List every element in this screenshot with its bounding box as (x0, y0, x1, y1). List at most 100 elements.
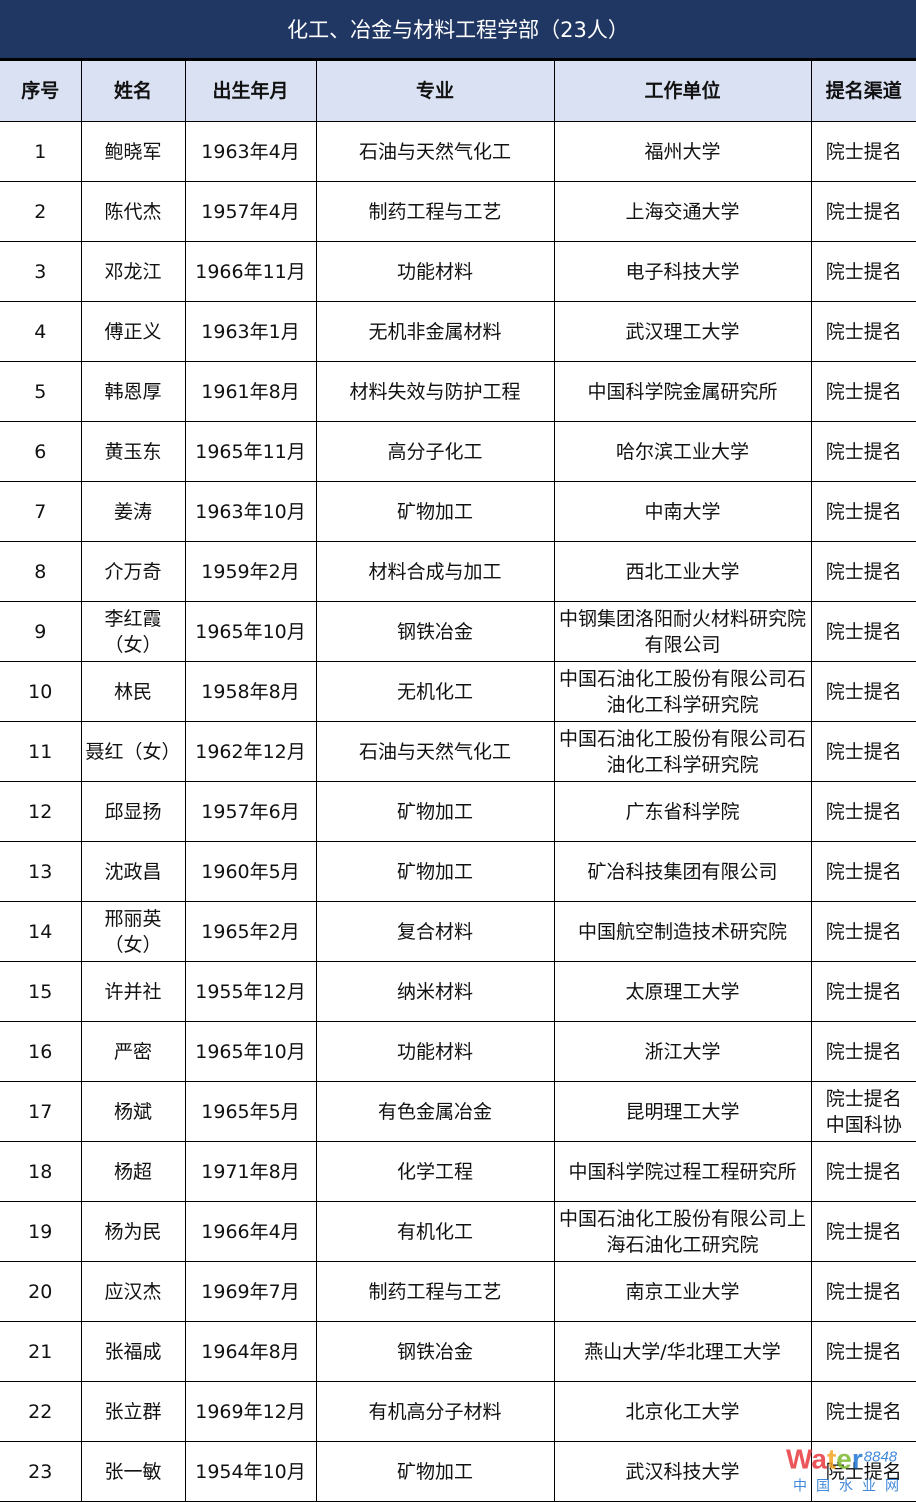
col-name-cell: 邱显扬 (80, 781, 186, 842)
col-birth-cell: 1961年8月 (184, 361, 317, 422)
col-name-cell: 杨超 (80, 1141, 186, 1202)
col-employer-cell: 矿冶科技集团有限公司 (553, 841, 812, 902)
col-major-cell: 有机化工 (315, 1201, 555, 1262)
table-row: 16 严密 1965年10月 功能材料 浙江大学 院士提名 (0, 1021, 916, 1082)
col-birth-cell: 1966年11月 (184, 241, 317, 302)
col-index-cell: 17 (0, 1081, 82, 1142)
col-employer-cell: 中国石油化工股份有限公司石油化工科学研究院 (553, 661, 812, 722)
col-name-cell: 林民 (80, 661, 186, 722)
col-employer-cell: 电子科技大学 (553, 241, 812, 302)
col-employer-cell: 昆明理工大学 (553, 1081, 812, 1142)
table-row: 18 杨超 1971年8月 化学工程 中国科学院过程工程研究所 院士提名 (0, 1141, 916, 1202)
col-index-cell: 9 (0, 601, 82, 662)
col-channel-cell: 院士提名 (810, 1261, 916, 1322)
col-name-cell: 鲍晓军 (80, 121, 186, 182)
col-birth-cell: 1963年10月 (184, 481, 317, 542)
col-index-cell: 13 (0, 841, 82, 902)
col-major-cell: 功能材料 (315, 1021, 555, 1082)
col-birth-cell: 1964年8月 (184, 1321, 317, 1382)
table-row: 7 姜涛 1963年10月 矿物加工 中南大学 院士提名 (0, 481, 916, 542)
col-name-cell: 张一敏 (80, 1441, 186, 1502)
col-birth-cell: 1957年4月 (184, 181, 317, 242)
header-row: 序号 姓名 出生年月 专业 工作单位 提名渠道 (0, 60, 916, 122)
col-name-cell: 黄玉东 (80, 421, 186, 482)
col-employer-cell: 中南大学 (553, 481, 812, 542)
col-employer-cell: 武汉科技大学 (553, 1441, 812, 1502)
table-row: 13 沈政昌 1960年5月 矿物加工 矿冶科技集团有限公司 院士提名 (0, 841, 916, 902)
col-employer-cell: 福州大学 (553, 121, 812, 182)
col-birth-cell: 1963年4月 (184, 121, 317, 182)
col-name-cell: 严密 (80, 1021, 186, 1082)
col-major-cell: 材料失效与防护工程 (315, 361, 555, 422)
col-index-cell: 8 (0, 541, 82, 602)
col-channel-cell: 院士提名 (810, 961, 916, 1022)
table-row: 11 聂红（女） 1962年12月 石油与天然气化工 中国石油化工股份有限公司石油化工科… (0, 721, 916, 782)
table-row: 6 黄玉东 1965年11月 高分子化工 哈尔滨工业大学 院士提名 (0, 421, 916, 482)
header-col-index: 序号 (0, 60, 82, 122)
col-employer-cell: 中国石油化工股份有限公司石油化工科学研究院 (553, 721, 812, 782)
col-channel-cell: 院士提名 (810, 661, 916, 722)
header-col-channel: 提名渠道 (810, 60, 916, 122)
col-birth-cell: 1962年12月 (184, 721, 317, 782)
col-employer-cell: 广东省科学院 (553, 781, 812, 842)
table-row: 20 应汉杰 1969年7月 制药工程与工艺 南京工业大学 院士提名 (0, 1261, 916, 1322)
col-birth-cell: 1965年10月 (184, 601, 317, 662)
col-name-cell: 张福成 (80, 1321, 186, 1382)
col-major-cell: 材料合成与加工 (315, 541, 555, 602)
col-name-cell: 许并社 (80, 961, 186, 1022)
header-col-name: 姓名 (80, 60, 186, 122)
col-index-cell: 3 (0, 241, 82, 302)
col-name-cell: 傅正义 (80, 301, 186, 362)
table-row: 4 傅正义 1963年1月 无机非金属材料 武汉理工大学 院士提名 (0, 301, 916, 362)
table-row: 10 林民 1958年8月 无机化工 中国石油化工股份有限公司石油化工科学研究院 院士提名 (0, 661, 916, 722)
col-channel-cell: 院士提名 (810, 1201, 916, 1262)
col-major-cell: 纳米材料 (315, 961, 555, 1022)
col-major-cell: 矿物加工 (315, 841, 555, 902)
col-channel-cell: 院士提名 (810, 1321, 916, 1382)
table-row: 15 许并社 1955年12月 纳米材料 太原理工大学 院士提名 (0, 961, 916, 1022)
col-channel-cell: 院士提名 (810, 241, 916, 302)
col-name-cell: 邢丽英（女） (80, 901, 186, 962)
col-name-cell: 姜涛 (80, 481, 186, 542)
col-employer-cell: 中国科学院过程工程研究所 (553, 1141, 812, 1202)
col-employer-cell: 燕山大学/华北理工大学 (553, 1321, 812, 1382)
col-name-cell: 陈代杰 (80, 181, 186, 242)
col-name-cell: 邓龙江 (80, 241, 186, 302)
col-name-cell: 介万奇 (80, 541, 186, 602)
col-name-cell: 聂红（女） (80, 721, 186, 782)
table-row: 17 杨斌 1965年5月 有色金属冶金 昆明理工大学 院士提名 中国科协 (0, 1081, 916, 1142)
col-birth-cell: 1965年5月 (184, 1081, 317, 1142)
col-employer-cell: 西北工业大学 (553, 541, 812, 602)
col-major-cell: 无机非金属材料 (315, 301, 555, 362)
col-employer-cell: 中国科学院金属研究所 (553, 361, 812, 422)
col-birth-cell: 1960年5月 (184, 841, 317, 902)
col-name-cell: 杨为民 (80, 1201, 186, 1262)
col-channel-cell: 院士提名 (810, 901, 916, 962)
table-row: 5 韩恩厚 1961年8月 材料失效与防护工程 中国科学院金属研究所 院士提名 (0, 361, 916, 422)
col-major-cell: 矿物加工 (315, 781, 555, 842)
header-col-employer: 工作单位 (553, 60, 812, 122)
col-major-cell: 石油与天然气化工 (315, 121, 555, 182)
col-channel-cell: 院士提名 (810, 1141, 916, 1202)
col-index-cell: 18 (0, 1141, 82, 1202)
col-birth-cell: 1969年12月 (184, 1381, 317, 1442)
col-employer-cell: 中国石油化工股份有限公司上海石油化工研究院 (553, 1201, 812, 1262)
header-col-major: 专业 (315, 60, 555, 122)
col-birth-cell: 1966年4月 (184, 1201, 317, 1262)
col-index-cell: 6 (0, 421, 82, 482)
col-birth-cell: 1958年8月 (184, 661, 317, 722)
col-employer-cell: 北京化工大学 (553, 1381, 812, 1442)
col-birth-cell: 1965年2月 (184, 901, 317, 962)
col-index-cell: 4 (0, 301, 82, 362)
table-title: 化工、冶金与材料工程学部（23人） (0, 0, 916, 60)
col-major-cell: 钢铁冶金 (315, 601, 555, 662)
table-row: 21 张福成 1964年8月 钢铁冶金 燕山大学/华北理工大学 院士提名 (0, 1321, 916, 1382)
col-channel-cell: 院士提名 (810, 1441, 916, 1502)
col-birth-cell: 1957年6月 (184, 781, 317, 842)
col-index-cell: 22 (0, 1381, 82, 1442)
col-channel-cell: 院士提名 (810, 1021, 916, 1082)
table-row: 12 邱显扬 1957年6月 矿物加工 广东省科学院 院士提名 (0, 781, 916, 842)
col-name-cell: 李红霞（女） (80, 601, 186, 662)
col-channel-cell: 院士提名 中国科协 (810, 1081, 916, 1142)
col-index-cell: 12 (0, 781, 82, 842)
